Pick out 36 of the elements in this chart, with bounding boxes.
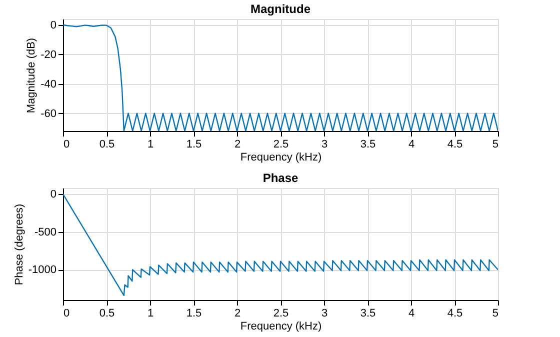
x-tick-label: 2.5 — [273, 138, 289, 150]
x-tick-label: 4.5 — [447, 308, 463, 320]
x-tick-label: 3.5 — [360, 308, 376, 320]
x-tick-label: 3.5 — [360, 138, 376, 150]
x-axis-title: Frequency (kHz) — [240, 320, 322, 332]
x-tick-label: 0 — [64, 138, 70, 150]
chart-title: Magnitude — [250, 2, 311, 16]
x-tick-label: 0.5 — [99, 138, 115, 150]
y-tick-label: -500 — [34, 226, 56, 238]
chart-title: Phase — [262, 171, 298, 185]
y-tick-label: -40 — [40, 78, 56, 90]
x-tick-label: 0 — [64, 308, 70, 320]
x-tick-label: 2 — [234, 308, 241, 320]
line-series — [63, 193, 498, 296]
x-tick-label: 5 — [492, 308, 498, 320]
x-axis-title: Frequency (kHz) — [240, 152, 322, 164]
x-tick-label: 2.5 — [273, 308, 289, 320]
x-tick-label: 2 — [234, 138, 241, 150]
x-tick-label: 1 — [147, 138, 154, 150]
y-tick-label: -1000 — [28, 264, 56, 276]
x-tick-label: 5 — [492, 138, 498, 150]
x-tick-label: 1 — [147, 308, 154, 320]
y-axis-title: Magnitude (dB) — [26, 38, 38, 114]
x-tick-label: 3 — [321, 308, 328, 320]
x-tick-label: 1.5 — [186, 138, 202, 150]
y-tick-label: -20 — [40, 48, 56, 61]
x-tick-label: 4.5 — [447, 138, 463, 150]
y-tick-label: 0 — [50, 188, 56, 201]
y-tick-label: -60 — [40, 108, 56, 120]
y-axis-title: Phase (degrees) — [13, 204, 26, 286]
x-tick-label: 1.5 — [186, 308, 202, 320]
x-tick-label: 4 — [408, 138, 415, 150]
x-tick-label: 4 — [408, 308, 415, 320]
x-tick-label: 0.5 — [99, 308, 115, 320]
x-tick-label: 3 — [321, 138, 328, 150]
y-tick-label: 0 — [50, 19, 56, 32]
